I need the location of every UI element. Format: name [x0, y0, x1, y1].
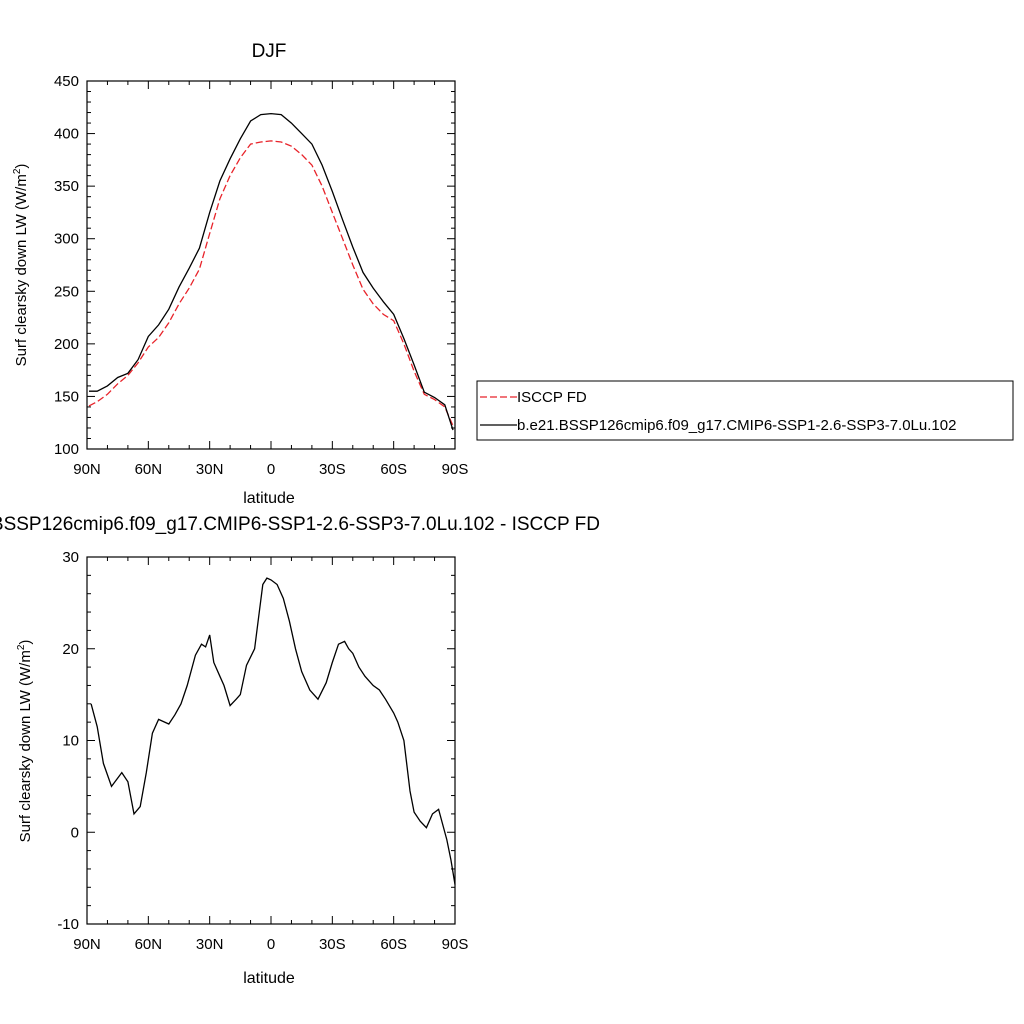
yaxis-label-bottom: Surf clearsky down LW (W/m2): [16, 640, 34, 843]
xtick-label-top: 90N: [73, 461, 101, 478]
chart-title-bottom: b.e21.BSSP126cmip6.f09_g17.CMIP6-SSP1-2.…: [0, 514, 600, 535]
xtick-label-top: 0: [267, 461, 275, 478]
xtick-label-bottom: 0: [267, 936, 275, 953]
yaxis-label-top-main: Surf clearsky down LW (W/m: [13, 174, 30, 366]
legend-label-isccp: ISCCP FD: [517, 389, 587, 406]
ytick-label-top: 450: [54, 73, 79, 90]
xtick-label-top: 60S: [380, 461, 407, 478]
xtick-label-bottom: 90N: [73, 936, 101, 953]
ytick-label-bottom: 10: [62, 733, 79, 750]
xtick-label-bottom: 60N: [135, 936, 163, 953]
xtick-label-bottom: 60S: [380, 936, 407, 953]
chart-panel-bottom: b.e21.BSSP126cmip6.f09_g17.CMIP6-SSP1-2.…: [0, 514, 600, 987]
ytick-label-top: 100: [54, 441, 79, 458]
chart-panel-top: DJF 100 150 200 250 300 350 400 450 90N 60N 30N 0 30…: [12, 41, 468, 507]
ytick-label-bottom: 30: [62, 549, 79, 566]
yaxis-label-top-sup: 2: [12, 168, 23, 174]
ytick-label-top: 200: [54, 336, 79, 353]
ytick-label-bottom: -10: [57, 916, 79, 933]
plot-frame-top: [86, 80, 456, 450]
xtick-label-bottom: 30N: [196, 936, 224, 953]
series-line-top-0: [88, 140, 454, 427]
xtick-label-top: 90S: [442, 461, 469, 478]
xtick-label-top: 30N: [196, 461, 224, 478]
xaxis-label-top: latitude: [243, 490, 295, 507]
legend: ISCCP FD b.e21.BSSP126cmip6.f09_g17.CMIP…: [476, 380, 1014, 441]
series-line-top-1: [89, 112, 454, 431]
ytick-label-top: 150: [54, 388, 79, 405]
yaxis-label-top-end: ): [13, 164, 30, 169]
yaxis-label-bottom-main: Surf clearsky down LW (W/m: [17, 650, 34, 842]
ytick-label-top: 350: [54, 178, 79, 195]
plot-area-bottom: -10 0 10 20 30 90N 60N 30N 0 30S 60S 90S: [57, 549, 468, 953]
legend-box: [476, 380, 1014, 441]
chart-title-top: DJF: [252, 41, 287, 62]
yaxis-label-bottom-sup: 2: [16, 644, 27, 650]
xtick-label-bottom: 30S: [319, 936, 346, 953]
ytick-label-top: 250: [54, 283, 79, 300]
yaxis-label-bottom-end: ): [17, 640, 34, 645]
ytick-label-bottom: 20: [62, 641, 79, 658]
plot-area-top: 100 150 200 250 300 350 400 450 90N 60N 30N 0 30S 60S…: [54, 73, 468, 478]
xaxis-label-bottom: latitude: [243, 970, 295, 987]
xtick-label-bottom: 90S: [442, 936, 469, 953]
yaxis-label-top: Surf clearsky down LW (W/m2): [12, 164, 30, 367]
ytick-label-top: 400: [54, 126, 79, 143]
xtick-label-top: 30S: [319, 461, 346, 478]
ytick-label-top: 300: [54, 231, 79, 248]
plot-frame-bottom: [86, 556, 456, 925]
ytick-label-bottom: 0: [71, 824, 79, 841]
series-line-bottom-0: [90, 577, 456, 885]
legend-label-model: b.e21.BSSP126cmip6.f09_g17.CMIP6-SSP1-2.…: [517, 417, 956, 434]
xtick-label-top: 60N: [135, 461, 163, 478]
